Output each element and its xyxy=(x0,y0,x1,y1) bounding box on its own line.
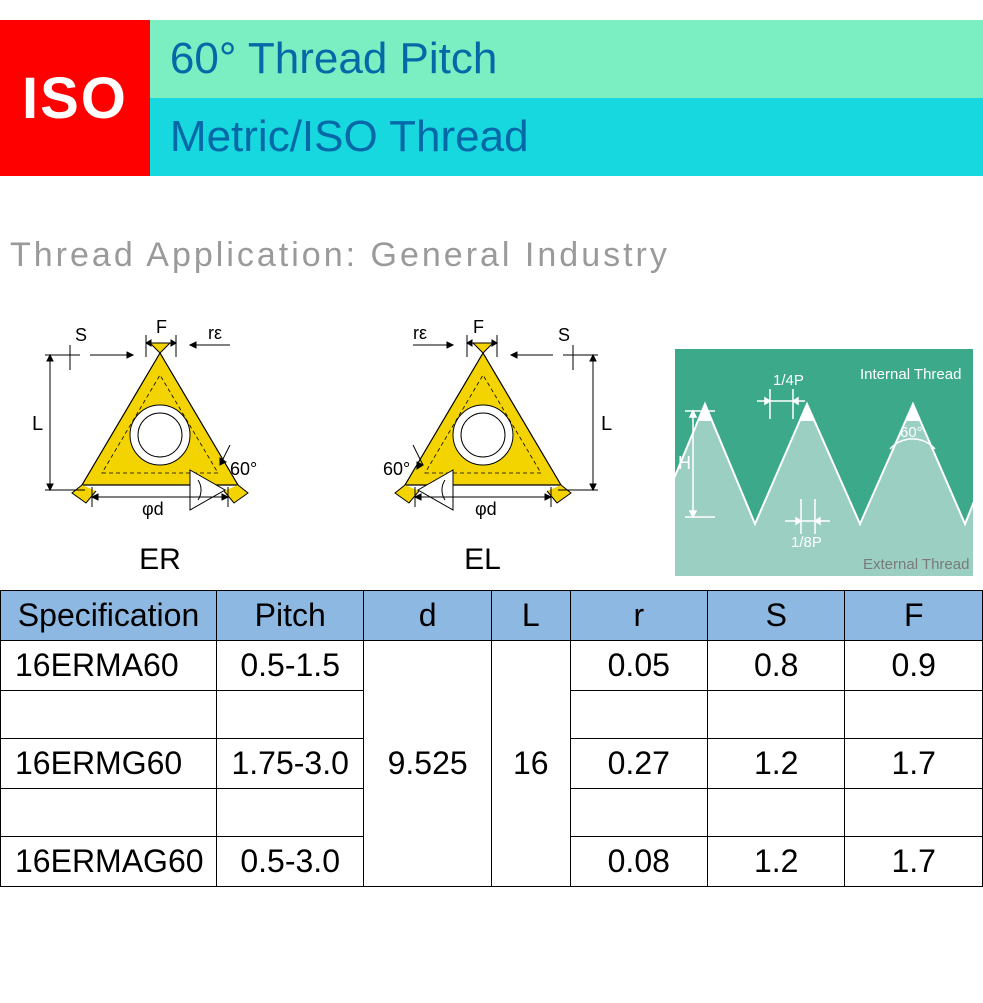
profile-14P: 1/4P xyxy=(773,372,804,389)
profile-18P: 1/8P xyxy=(791,534,822,551)
er-label: ER xyxy=(30,543,290,577)
col-L: L xyxy=(491,591,570,641)
cell-spec xyxy=(1,789,217,837)
col-F: F xyxy=(845,591,983,641)
dim-d-label: φd xyxy=(475,499,497,519)
dim-60-label: 60° xyxy=(383,459,410,479)
cell-pitch xyxy=(217,789,364,837)
cell-S: 1.2 xyxy=(708,739,845,789)
cell-r: 0.05 xyxy=(570,641,707,691)
dim-S-label: S xyxy=(75,325,87,345)
cell-pitch: 1.75-3.0 xyxy=(217,739,364,789)
title-bottom: Metric/ISO Thread xyxy=(150,98,983,176)
cell-r xyxy=(570,691,707,739)
dim-re-label: rε xyxy=(413,323,427,343)
dim-F-label: F xyxy=(156,317,167,337)
cell-F: 1.7 xyxy=(845,837,983,887)
cell-spec: 16ERMAG60 xyxy=(1,837,217,887)
cell-r xyxy=(570,789,707,837)
diagram-row: S F rε L φd 60° ER xyxy=(0,315,983,582)
table-header-row: Specification Pitch d L r S F xyxy=(1,591,983,641)
cell-L: 16 xyxy=(491,641,570,887)
cell-pitch: 0.5-1.5 xyxy=(217,641,364,691)
col-r: r xyxy=(570,591,707,641)
cell-r: 0.27 xyxy=(570,739,707,789)
cell-d: 9.525 xyxy=(364,641,492,887)
cell-F: 1.7 xyxy=(845,739,983,789)
col-S: S xyxy=(708,591,845,641)
cell-F xyxy=(845,691,983,739)
cell-spec xyxy=(1,691,217,739)
profile-60: 60° xyxy=(900,424,923,441)
profile-H: H xyxy=(678,453,691,473)
cell-pitch xyxy=(217,691,364,739)
cell-F xyxy=(845,789,983,837)
header: ISO 60° Thread Pitch Metric/ISO Thread xyxy=(0,20,983,176)
cell-S xyxy=(708,789,845,837)
cell-spec: 16ERMG60 xyxy=(1,739,217,789)
thread-profile-icon: H 1/4P 1/8P 60° Internal Thread External… xyxy=(675,349,973,577)
cell-S: 0.8 xyxy=(708,641,845,691)
title-stack: 60° Thread Pitch Metric/ISO Thread xyxy=(150,20,983,176)
dim-60-label: 60° xyxy=(230,459,257,479)
dim-F-label: F xyxy=(473,317,484,337)
dim-L-label: L xyxy=(32,413,43,435)
col-d: d xyxy=(364,591,492,641)
iso-badge: ISO xyxy=(0,20,150,176)
cell-S xyxy=(708,691,845,739)
dim-re-label: rε xyxy=(208,323,222,343)
dim-L-label: L xyxy=(601,413,612,435)
profile-internal: Internal Thread xyxy=(860,366,961,383)
col-specification: Specification xyxy=(1,591,217,641)
dim-d-label: φd xyxy=(142,499,164,519)
er-insert-icon: S F rε L φd 60° xyxy=(30,315,290,535)
cell-spec: 16ERMA60 xyxy=(1,641,217,691)
cell-pitch: 0.5-3.0 xyxy=(217,837,364,887)
cell-F: 0.9 xyxy=(845,641,983,691)
spec-table: Specification Pitch d L r S F 16ERMA60 0… xyxy=(0,590,983,887)
table-row: 16ERMA60 0.5-1.5 9.525 16 0.05 0.8 0.9 xyxy=(1,641,983,691)
thread-profile-diagram: H 1/4P 1/8P 60° Internal Thread External… xyxy=(675,349,973,577)
profile-external: External Thread xyxy=(863,556,969,573)
subtitle: Thread Application: General Industry xyxy=(10,236,983,275)
dim-S-label: S xyxy=(558,325,570,345)
el-insert-icon: S F rε L φd 60° xyxy=(353,315,613,535)
el-label: EL xyxy=(353,543,613,577)
title-top: 60° Thread Pitch xyxy=(150,20,983,98)
col-pitch: Pitch xyxy=(217,591,364,641)
cell-r: 0.08 xyxy=(570,837,707,887)
diagram-er: S F rε L φd 60° ER xyxy=(30,315,290,577)
cell-S: 1.2 xyxy=(708,837,845,887)
diagram-el: S F rε L φd 60° EL xyxy=(353,315,613,577)
